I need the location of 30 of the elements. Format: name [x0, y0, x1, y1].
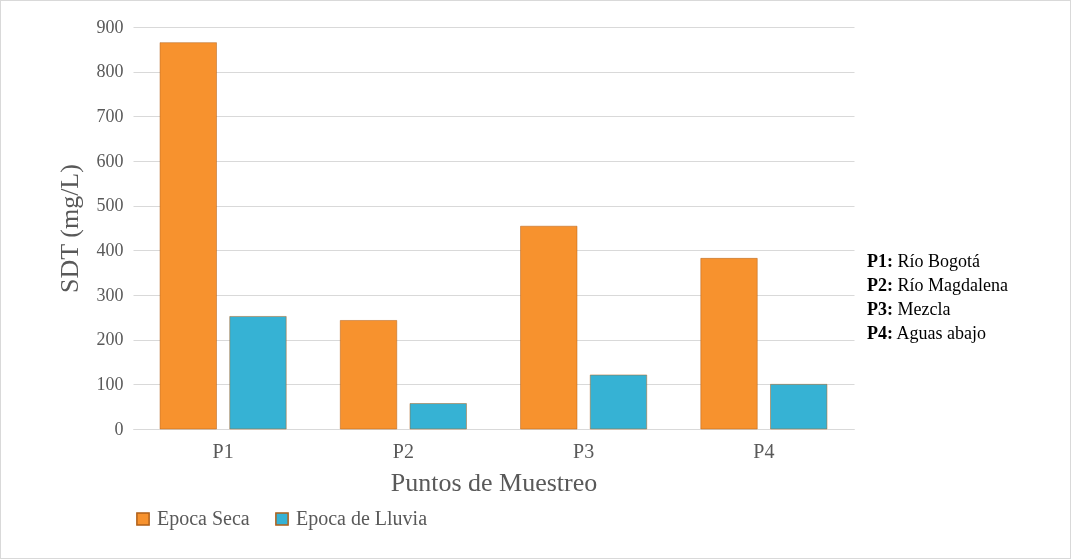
text: P2: Río Magdalena: [867, 274, 1008, 297]
y-tick-label: 700: [96, 105, 124, 126]
text: P4: Aguas abajo: [867, 322, 987, 345]
y-tick-label: 900: [96, 16, 124, 37]
bar: [590, 374, 647, 430]
y-tick-label: 100: [96, 373, 124, 394]
y-tick-label: 0: [114, 418, 124, 439]
y-tick-label: 500: [96, 195, 124, 216]
legend-label: Epoca de Lluvia: [296, 507, 428, 530]
y-tick-label: 200: [96, 329, 124, 350]
y-tick-label: 600: [96, 150, 124, 171]
y-tick-label: 400: [96, 239, 124, 260]
x-tick-label: P3: [573, 439, 595, 462]
x-axis-title: Puntos de Muestreo: [390, 467, 598, 497]
x-tick-label: P2: [392, 439, 414, 462]
text: P3: Mezcla: [867, 298, 952, 321]
bar: [520, 225, 578, 430]
bar: [409, 403, 467, 430]
y-tick-label: 300: [96, 284, 124, 305]
bar: [159, 42, 217, 430]
x-tick-label: P4: [753, 439, 775, 462]
x-tick-label: P1: [212, 439, 234, 462]
text: P1: Río Bogotá: [867, 250, 981, 273]
bar: [340, 320, 397, 430]
y-tick-label: 800: [96, 61, 124, 82]
y-axis-title: SDT (mg/L): [54, 164, 84, 293]
bar: [770, 384, 828, 430]
legend-label: Epoca Seca: [157, 507, 250, 530]
bar: [229, 316, 287, 430]
bar: [700, 258, 758, 430]
